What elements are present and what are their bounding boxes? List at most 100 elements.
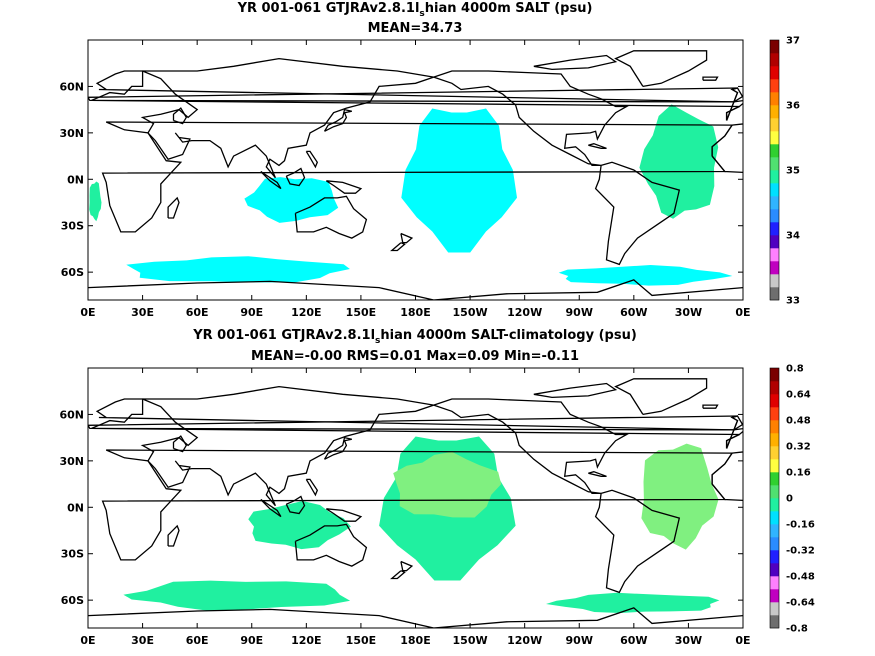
x-tick-label: 150E xyxy=(346,634,376,647)
coastline-europe xyxy=(91,398,740,449)
colorbar-label: -0.8 xyxy=(786,624,808,635)
coastline-greenland xyxy=(614,378,708,416)
x-tick-label: 180E xyxy=(400,634,430,647)
coastline-australia xyxy=(294,195,368,239)
colorbar-swatch xyxy=(770,485,779,499)
colorbar-swatch xyxy=(770,183,779,197)
coastline-japan xyxy=(323,108,352,132)
field-patch xyxy=(558,265,733,286)
panel-1: YR 001-061 GTJRAv2.8.1lshian 4000m SALT … xyxy=(59,1,800,319)
field-patch xyxy=(641,443,719,550)
colorbar-label: 35 xyxy=(786,166,800,177)
colorbar-swatch xyxy=(770,105,779,119)
colorbar-swatch xyxy=(770,222,779,236)
coastline-newguinea xyxy=(325,180,363,194)
x-tick-label: 30W xyxy=(675,634,702,647)
colorbar-swatch xyxy=(770,92,779,106)
colorbar-swatch xyxy=(770,433,779,447)
colorbar-swatch xyxy=(770,589,779,603)
panel-1-subtitle: MEAN=34.73 xyxy=(368,21,463,36)
x-tick-label: 30W xyxy=(675,306,702,319)
panel-2: YR 001-061 GTJRAv2.8.1lshian 4000m SALT-… xyxy=(59,328,815,647)
x-tick-label: 30E xyxy=(131,306,154,319)
panel-2-coastlines xyxy=(88,378,743,628)
y-tick-label: 0N xyxy=(67,501,84,514)
colorbar-label: 36 xyxy=(786,101,800,112)
coastline-australia xyxy=(294,523,368,567)
coastline-cuba xyxy=(588,143,607,149)
x-tick-label: 0E xyxy=(80,306,95,319)
x-tick-label: 180E xyxy=(400,306,430,319)
y-tick-label: 30S xyxy=(61,220,84,233)
x-tick-label: 120E xyxy=(291,634,321,647)
coastline-nz2 xyxy=(390,570,406,580)
x-tick-label: 60W xyxy=(620,306,647,319)
colorbar-swatch xyxy=(770,144,779,158)
coastline-africa-wrap xyxy=(711,123,743,174)
coastline-sumatra xyxy=(260,498,282,518)
panel-2-field xyxy=(123,436,720,613)
panel-1-x-axis: 0E 30E 60E 90E 120E 150E 180E 150W 120W 90W 60W 30W… xyxy=(80,40,751,319)
colorbar-swatch xyxy=(770,524,779,538)
colorbar-swatch xyxy=(770,131,779,145)
coastline-india_lake xyxy=(172,435,188,453)
panel-2-x-axis: 0E 30E 60E 90E 120E 150E 180E 150W 120W 90W 60W 30W… xyxy=(80,368,751,647)
colorbar-swatch xyxy=(770,261,779,275)
coastline-canada_is xyxy=(533,382,618,399)
colorbar-swatch xyxy=(770,394,779,408)
colorbar-label: -0.48 xyxy=(786,572,815,583)
coastline-philippines xyxy=(305,150,319,169)
y-tick-label: 60N xyxy=(59,80,84,93)
colorbar-label: 0.32 xyxy=(786,442,811,453)
colorbar-swatch xyxy=(770,157,779,171)
x-tick-label: 120W xyxy=(507,634,542,647)
colorbar-swatch xyxy=(770,118,779,132)
x-tick-label: 60E xyxy=(186,634,209,647)
colorbar-swatch xyxy=(770,235,779,249)
field-patch xyxy=(546,592,720,613)
coastline-europe xyxy=(91,70,740,121)
colorbar-swatch xyxy=(770,550,779,564)
x-tick-label: 150E xyxy=(346,306,376,319)
coastline-nz xyxy=(400,560,414,572)
coastline-africa-wrap xyxy=(711,451,743,502)
x-tick-label: 60W xyxy=(620,634,647,647)
field-patch xyxy=(89,181,102,222)
coastline-japan xyxy=(323,436,352,460)
x-tick-label: 150W xyxy=(453,634,488,647)
colorbar-swatch xyxy=(770,209,779,223)
panel-1-y-axis: 60N 30N 0N 30S 60S xyxy=(59,80,743,279)
x-tick-label: 90E xyxy=(240,634,263,647)
y-tick-label: 0N xyxy=(67,173,84,186)
colorbar-label: 0.8 xyxy=(786,364,804,375)
colorbar-label: 0.16 xyxy=(786,468,811,479)
coastline-namerica xyxy=(433,70,630,167)
colorbar-swatch xyxy=(770,420,779,434)
x-tick-label: 120W xyxy=(507,306,542,319)
colorbar-label: -0.32 xyxy=(786,546,815,557)
colorbar-swatch xyxy=(770,40,779,54)
panel-2-title: YR 001-061 GTJRAv2.8.1lshian 4000m SALT-… xyxy=(192,328,637,346)
y-tick-label: 30N xyxy=(59,127,84,140)
panel-1-colorbar: 37 36 35 34 33 xyxy=(769,36,800,307)
coastline-borneo xyxy=(285,495,306,515)
y-tick-label: 30N xyxy=(59,455,84,468)
colorbar-swatch xyxy=(770,381,779,395)
colorbar-swatch xyxy=(770,563,779,577)
colorbar-swatch xyxy=(770,368,779,382)
coastline-uk-wrap xyxy=(730,415,743,431)
coastline-samerica xyxy=(594,489,681,594)
field-patch xyxy=(123,580,351,611)
colorbar-swatch xyxy=(770,459,779,473)
colorbar-frame xyxy=(769,367,780,629)
coastline-madagascar xyxy=(167,196,180,219)
coastline-india_lake xyxy=(172,107,188,125)
x-tick-label: 0E xyxy=(735,634,750,647)
panel-1-coastlines xyxy=(88,50,743,300)
colorbar-label: 0.48 xyxy=(786,416,811,427)
x-tick-label: 90W xyxy=(566,306,593,319)
colorbar-label: 37 xyxy=(786,36,800,47)
coastline-iceland xyxy=(702,404,719,409)
coastline-cuba xyxy=(588,471,607,477)
